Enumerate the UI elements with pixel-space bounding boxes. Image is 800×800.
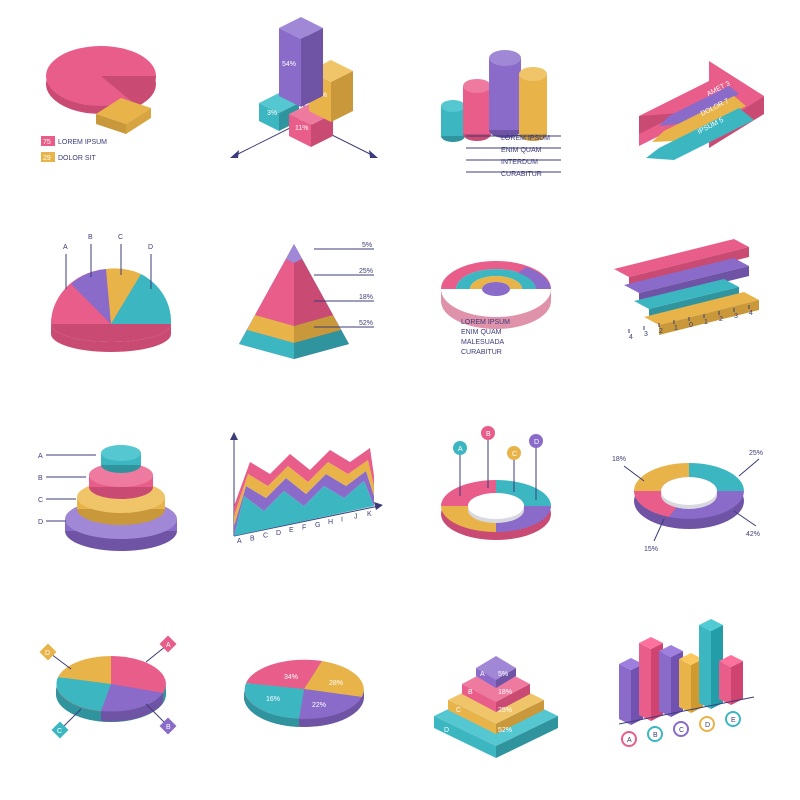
svg-text:H: H	[328, 519, 333, 526]
svg-text:E: E	[731, 717, 736, 724]
cluster-bars-chart: A B C D E	[598, 598, 781, 781]
step-pyramid-chart: A 5% B 18% C 25% D 52%	[405, 598, 588, 781]
svg-text:C: C	[263, 533, 268, 540]
sc-d: D	[38, 519, 43, 526]
sp-cp: 25%	[498, 707, 512, 714]
svg-text:2: 2	[659, 328, 663, 335]
fp-l4: 16%	[266, 696, 280, 703]
sc-a: A	[38, 453, 43, 460]
svg-text:D: D	[276, 530, 281, 537]
svg-text:F: F	[302, 525, 306, 532]
donut-percent-chart: 25% 42% 15% 18%	[598, 405, 781, 588]
svg-text:J: J	[354, 514, 358, 521]
svg-text:E: E	[289, 527, 294, 534]
svg-text:D: D	[705, 722, 710, 729]
svg-text:B: B	[250, 536, 255, 543]
cyl-leg1: LOREM IPSUM	[501, 135, 550, 142]
pie3d-val1: 75	[43, 139, 51, 146]
rad-l4: CURABITUR	[461, 349, 502, 356]
svg-text:A: A	[237, 538, 242, 545]
svg-text:I: I	[341, 517, 343, 524]
sc-c: C	[38, 497, 43, 504]
hs-b: B	[88, 234, 93, 241]
pie3d-lab1: LOREM IPSUM	[58, 139, 107, 146]
pin-d: D	[534, 439, 539, 446]
rad-l3: MALESUADA	[461, 339, 505, 346]
pin-a: A	[458, 446, 463, 453]
pyramid-chart: 5% 25% 18% 52%	[213, 213, 396, 396]
dp-l3: 15%	[644, 546, 658, 553]
isobar-l4: 54%	[282, 61, 296, 68]
svg-text:G: G	[315, 522, 320, 529]
cyl-leg3: INTERDUM	[501, 159, 538, 166]
pyr-l4: 52%	[359, 320, 373, 327]
sc-b: B	[38, 475, 43, 482]
hs-a: A	[63, 244, 68, 251]
pie-3d-chart: 75 LOREM IPSUM 29 DOLOR SIT	[20, 20, 203, 203]
dp-l1: 25%	[749, 450, 763, 457]
pie3d-val2: 29	[43, 155, 51, 162]
area-3d-chart: A B C D E F G H I J K	[213, 405, 396, 588]
svg-text:B: B	[653, 732, 658, 739]
flat-pie-chart: 34% 28% 22% 16%	[213, 598, 396, 781]
hs-d: D	[148, 244, 153, 251]
fp-l3: 22%	[312, 702, 326, 709]
sp-d: D	[444, 727, 449, 734]
pin-b: B	[486, 431, 491, 438]
cylinders-chart: LOREM IPSUM ENIM QUAM INTERDUM CURABITUR	[405, 20, 588, 203]
sp-bp: 18%	[498, 689, 512, 696]
horizontal-bars-chart: 4 3 2 1 0 1 2 3 4	[598, 213, 781, 396]
sp-c: C	[456, 707, 461, 714]
donut-pins-chart: A B C D	[405, 405, 588, 588]
stacked-cylinder-chart: A B C D	[20, 405, 203, 588]
pie-diamonds-chart: A B C D	[20, 598, 203, 781]
fp-l1: 34%	[284, 674, 298, 681]
pd-a: A	[166, 642, 171, 649]
chart-grid: 75 LOREM IPSUM 29 DOLOR SIT 3%	[20, 20, 780, 780]
pyr-l3: 18%	[359, 294, 373, 301]
rad-l1: LOREM IPSUM	[461, 319, 510, 326]
pd-b: B	[166, 724, 171, 731]
radial-3d-chart: LOREM IPSUM ENIM QUAM MALESUADA CURABITU…	[405, 213, 588, 396]
svg-text:2: 2	[719, 316, 723, 323]
svg-text:1: 1	[674, 325, 678, 332]
sp-b: B	[468, 689, 473, 696]
sp-a: A	[480, 671, 485, 678]
svg-text:0: 0	[689, 322, 693, 329]
cyl-leg4: CURABITUR	[501, 171, 542, 178]
sp-dp: 52%	[498, 727, 512, 734]
svg-text:4: 4	[629, 334, 633, 341]
half-sphere-chart: A B C D	[20, 213, 203, 396]
svg-text:C: C	[679, 727, 684, 734]
pyr-l2: 25%	[359, 268, 373, 275]
svg-text:3: 3	[734, 313, 738, 320]
svg-text:A: A	[627, 737, 632, 744]
dp-l2: 42%	[746, 531, 760, 538]
cyl-leg2: ENIM QUAM	[501, 147, 542, 154]
big-arrow-chart: LOREM 65 AMET 3 DOLOR 7 IPSUM 5	[598, 20, 781, 203]
pd-d: D	[45, 650, 50, 657]
svg-text:3: 3	[644, 331, 648, 338]
isobar-l1: 3%	[267, 110, 277, 117]
fp-l2: 28%	[329, 680, 343, 687]
sp-ap: 5%	[498, 671, 508, 678]
svg-text:K: K	[367, 511, 372, 518]
pin-c: C	[512, 451, 517, 458]
rad-l2: ENIM QUAM	[461, 329, 502, 336]
pie3d-lab2: DOLOR SIT	[58, 155, 96, 162]
svg-text:4: 4	[749, 310, 753, 317]
dp-l4: 18%	[612, 456, 626, 463]
isometric-bars-chart: 3% 11% 32% 54%	[213, 20, 396, 203]
pd-c: C	[57, 728, 62, 735]
hs-c: C	[118, 234, 123, 241]
pyr-l1: 5%	[362, 242, 372, 249]
svg-text:1: 1	[704, 319, 708, 326]
isobar-l2: 11%	[295, 125, 309, 132]
